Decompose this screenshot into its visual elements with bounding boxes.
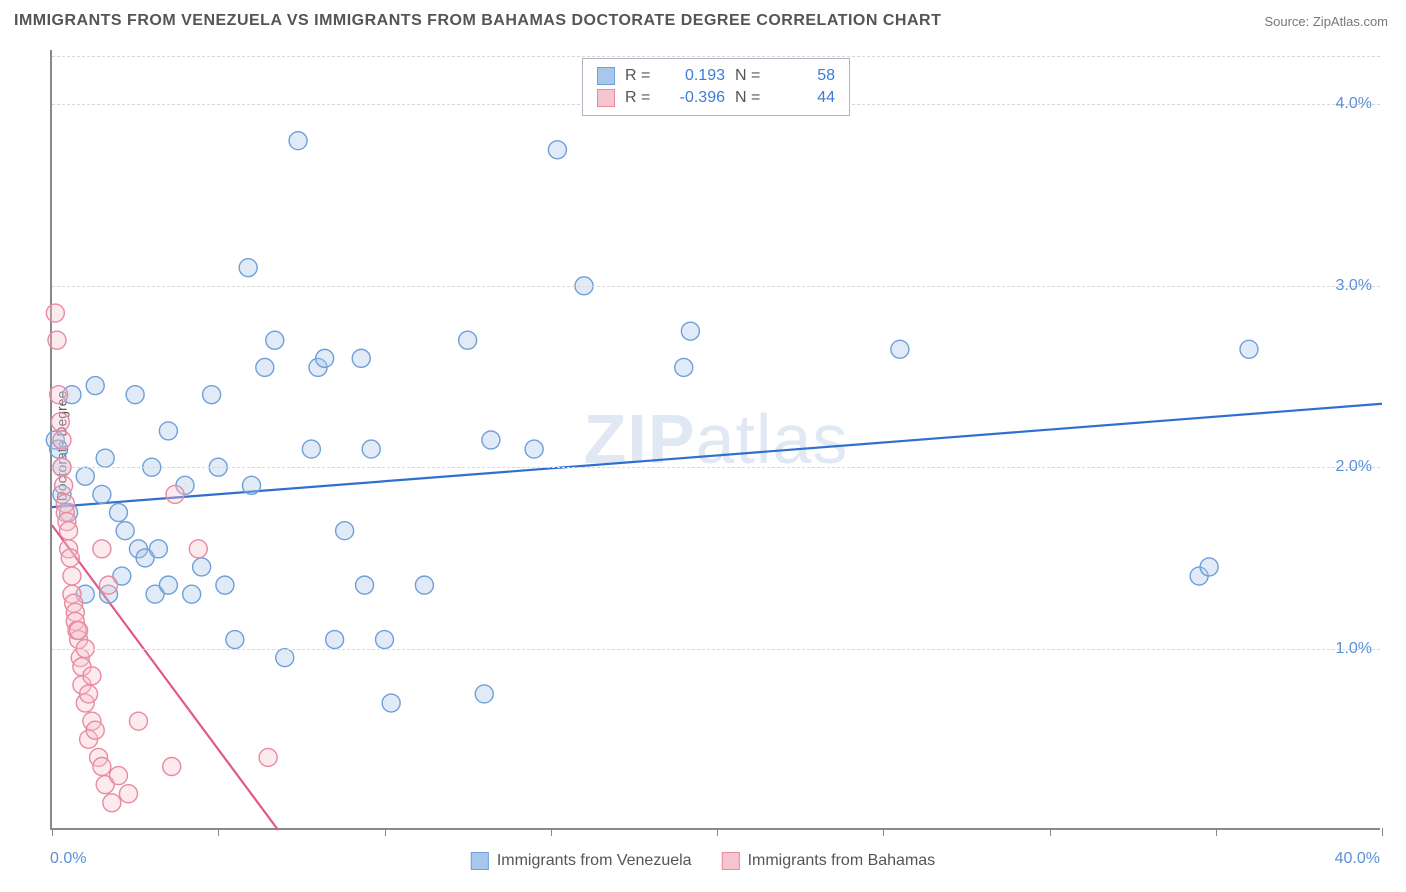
y-tick-label: 1.0% bbox=[1336, 640, 1372, 658]
chart-title: IMMIGRANTS FROM VENEZUELA VS IMMIGRANTS … bbox=[14, 12, 941, 30]
x-tick bbox=[52, 828, 53, 836]
legend-swatch-bottom-1 bbox=[722, 852, 740, 870]
r-label: R = bbox=[625, 87, 655, 109]
x-tick bbox=[385, 828, 386, 836]
r-value-1: -0.396 bbox=[665, 87, 725, 109]
n-label: N = bbox=[735, 65, 765, 87]
x-tick bbox=[883, 828, 884, 836]
x-tick bbox=[1382, 828, 1383, 836]
x-tick bbox=[1216, 828, 1217, 836]
legend-row-series-0: R = 0.193 N = 58 bbox=[597, 65, 835, 87]
legend-item-1: Immigrants from Bahamas bbox=[722, 852, 936, 870]
n-value-1: 44 bbox=[775, 87, 835, 109]
x-tick bbox=[717, 828, 718, 836]
x-tick bbox=[1050, 828, 1051, 836]
gridline bbox=[52, 286, 1380, 287]
r-label: R = bbox=[625, 65, 655, 87]
plot-area: ZIPatlas R = 0.193 N = 58 R = -0.396 N =… bbox=[50, 50, 1380, 830]
x-min-label: 0.0% bbox=[50, 850, 86, 868]
gridline bbox=[52, 467, 1380, 468]
y-tick-label: 2.0% bbox=[1336, 458, 1372, 476]
x-tick bbox=[551, 828, 552, 836]
legend-row-series-1: R = -0.396 N = 44 bbox=[597, 87, 835, 109]
chart-svg bbox=[52, 50, 1380, 828]
legend-label-0: Immigrants from Venezuela bbox=[497, 852, 692, 870]
x-tick bbox=[218, 828, 219, 836]
y-tick-label: 4.0% bbox=[1336, 95, 1372, 113]
legend-correlation: R = 0.193 N = 58 R = -0.396 N = 44 bbox=[582, 58, 850, 116]
legend-label-1: Immigrants from Bahamas bbox=[748, 852, 936, 870]
legend-item-0: Immigrants from Venezuela bbox=[471, 852, 692, 870]
gridline bbox=[52, 56, 1380, 57]
x-max-label: 40.0% bbox=[1335, 850, 1380, 868]
r-value-0: 0.193 bbox=[665, 65, 725, 87]
legend-swatch-bottom-0 bbox=[471, 852, 489, 870]
gridline bbox=[52, 649, 1380, 650]
y-tick-label: 3.0% bbox=[1336, 277, 1372, 295]
legend-swatch-0 bbox=[597, 67, 615, 85]
n-value-0: 58 bbox=[775, 65, 835, 87]
legend-series: Immigrants from Venezuela Immigrants fro… bbox=[471, 852, 935, 870]
legend-swatch-1 bbox=[597, 89, 615, 107]
source-label: Source: ZipAtlas.com bbox=[1264, 14, 1388, 29]
n-label: N = bbox=[735, 87, 765, 109]
